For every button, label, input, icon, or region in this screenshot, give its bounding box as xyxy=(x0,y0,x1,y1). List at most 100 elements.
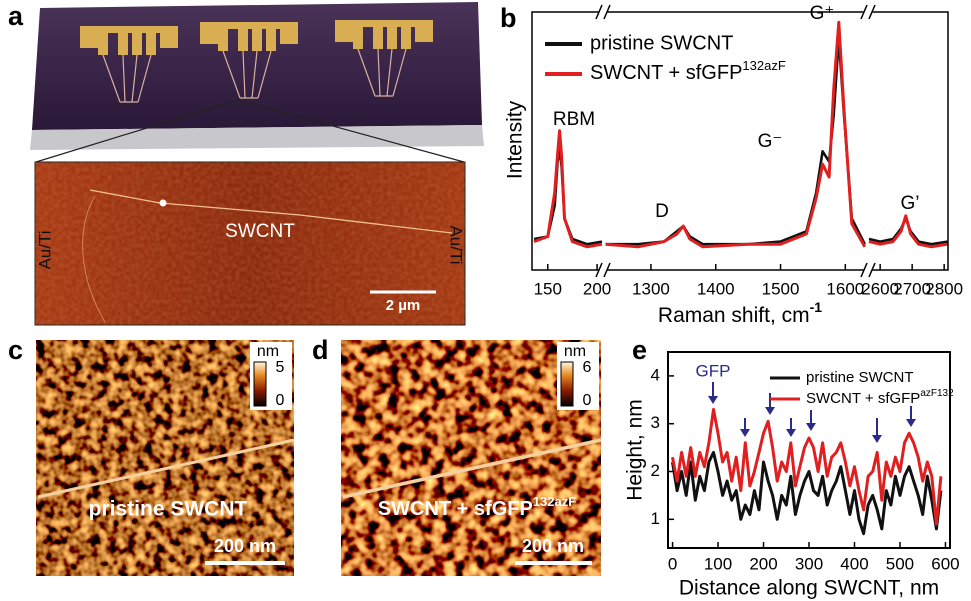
x-tick-label: 500 xyxy=(886,554,914,573)
tube-label: SWCNT xyxy=(225,221,295,242)
axis-break-gap xyxy=(599,4,607,20)
arrow-head xyxy=(765,407,775,415)
x-tick-label: 400 xyxy=(840,554,868,573)
pad xyxy=(118,33,128,55)
annotation: GFP xyxy=(696,361,731,380)
x-tick-label: 1500 xyxy=(762,279,800,298)
peak-label: G’ xyxy=(901,193,920,214)
y-tick-label: 2 xyxy=(651,461,660,480)
axis-break-gap xyxy=(599,262,607,278)
axis-break-gap xyxy=(864,4,872,20)
pad xyxy=(132,33,142,55)
colorbar-unit: nm xyxy=(564,343,586,360)
colorbar-max: 6 xyxy=(583,359,592,376)
series-line xyxy=(533,20,948,249)
axis-break-gap xyxy=(864,262,872,278)
x-axis-label: Distance along SWCNT, nm xyxy=(679,577,939,600)
scale-label: 2 µm xyxy=(386,297,421,314)
y-tick-label: 1 xyxy=(651,509,660,528)
electrode-label: Au/Ti xyxy=(35,230,54,269)
axis-break xyxy=(860,4,876,20)
pad xyxy=(387,27,397,49)
axis-break xyxy=(860,262,876,278)
colorbar xyxy=(253,361,267,407)
trace xyxy=(357,48,407,97)
x-tick-label: 1300 xyxy=(632,279,670,298)
x-tick-label: 200 xyxy=(583,279,611,298)
image-caption: pristine SWCNT xyxy=(89,498,248,521)
scale-label: 200 nm xyxy=(522,536,584,556)
arrow-head xyxy=(708,396,718,404)
arrow-head xyxy=(806,423,816,431)
panel-label: b xyxy=(500,3,517,33)
pad xyxy=(335,20,433,27)
axis-break xyxy=(595,4,611,20)
zoom-line xyxy=(237,99,465,163)
nanotube xyxy=(37,438,295,499)
x-tick-label: 0 xyxy=(668,554,677,573)
colorbar-max: 5 xyxy=(276,359,285,376)
colorbar-min: 0 xyxy=(276,392,285,409)
height-chart: 0 100 200 300 400 500 600 1 2 3 4 xyxy=(651,351,960,573)
afm-texture xyxy=(35,162,465,325)
y-tick-label: 4 xyxy=(651,365,660,384)
peak-label: G⁻ xyxy=(758,131,783,152)
pad xyxy=(218,29,228,51)
arrow-head xyxy=(906,419,916,427)
plot-frame xyxy=(531,11,949,271)
pad xyxy=(401,27,411,49)
panel-label: d xyxy=(312,335,329,365)
x-tick-label: 2700 xyxy=(893,279,931,298)
scale-label: 200 nm xyxy=(214,536,276,556)
colorbar-unit: nm xyxy=(257,343,279,360)
arrow-head xyxy=(786,429,796,437)
chip xyxy=(32,2,482,130)
y-tick-label: 3 xyxy=(651,413,660,432)
panel-label: c xyxy=(8,335,23,365)
colorbar xyxy=(560,361,574,407)
nanotube xyxy=(342,438,602,499)
pad xyxy=(266,29,276,51)
x-tick-label: 1600 xyxy=(826,279,864,298)
colorbar-min: 0 xyxy=(583,392,592,409)
pad xyxy=(200,22,298,29)
peak-label: RBM xyxy=(553,109,595,130)
zoom-line xyxy=(35,99,239,163)
afm-feature xyxy=(82,195,106,323)
y-axis-label: Height, nm xyxy=(624,399,647,501)
pad xyxy=(238,29,248,51)
x-tick-label: 2600 xyxy=(861,279,899,298)
electrodes xyxy=(80,20,433,103)
x-tick-label: 200 xyxy=(749,554,777,573)
image-caption: SWCNT + sfGFP132azF xyxy=(378,494,576,520)
series-line xyxy=(671,407,943,526)
pad xyxy=(98,33,108,55)
particle xyxy=(159,199,167,207)
legend-label: pristine SWCNT xyxy=(806,369,914,386)
arrow-head xyxy=(872,435,882,443)
electrode-label: Au/Ti xyxy=(447,225,466,264)
pad xyxy=(80,26,178,33)
arrow-head xyxy=(740,429,750,437)
x-tick-label: 2800 xyxy=(925,279,963,298)
chip-edge xyxy=(30,125,484,150)
legend-label: pristine SWCNT xyxy=(590,32,733,54)
y-axis-label: Intensity xyxy=(504,100,527,179)
x-tick-label: 150 xyxy=(534,279,562,298)
peak-label: G⁺ xyxy=(810,3,835,24)
panel-label: a xyxy=(8,1,24,31)
pad xyxy=(252,29,262,51)
nanotube xyxy=(89,189,453,234)
trace xyxy=(102,54,152,103)
pad xyxy=(353,27,363,49)
x-tick-label: 600 xyxy=(931,554,959,573)
pad xyxy=(146,33,156,55)
x-tick-label: 300 xyxy=(795,554,823,573)
x-axis-label: Raman shift, cm-1 xyxy=(658,299,822,327)
legend-label: SWCNT + sfGFP132azF xyxy=(590,58,786,84)
peak-label: D xyxy=(655,201,669,222)
panel-label: e xyxy=(632,335,647,365)
axis-break xyxy=(595,262,611,278)
